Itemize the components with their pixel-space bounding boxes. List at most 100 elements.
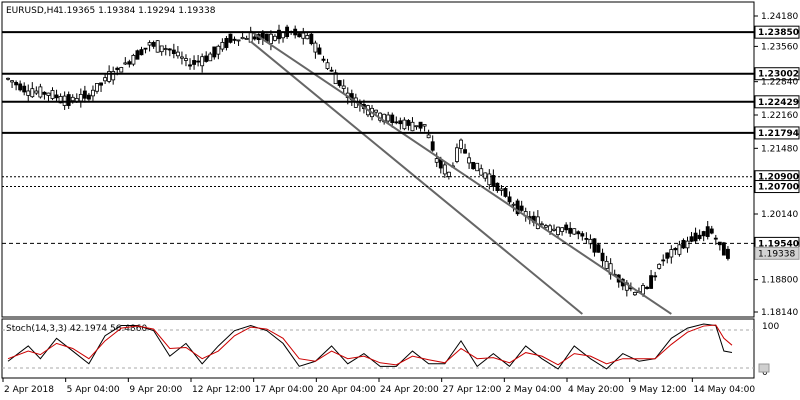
candle-body — [50, 90, 55, 99]
candle-body — [107, 71, 112, 82]
level-box-0 — [754, 25, 800, 39]
candle-body — [592, 238, 597, 253]
level-label-5: 1.20700 — [758, 183, 799, 193]
price-tick-label-6: 1.18800 — [761, 276, 798, 286]
candle-body — [657, 263, 662, 269]
candle-body — [208, 53, 213, 62]
time-tick-label-6: 24 Apr 20:00 — [380, 385, 439, 395]
candle-body — [313, 42, 318, 53]
time-tick-label-2: 9 Apr 20:00 — [129, 385, 182, 395]
candle-body — [446, 171, 451, 177]
candle-body — [430, 141, 435, 151]
candle-body — [159, 45, 164, 53]
candle-body — [200, 56, 205, 67]
channel-upper-line — [250, 30, 672, 315]
candle-body — [491, 175, 496, 187]
stochastic-label: Stoch(14,3,3) 42.1974 56.4860 — [6, 324, 147, 334]
stochastic-scale-marker — [758, 363, 770, 373]
candle-body — [171, 49, 176, 55]
candle-body — [560, 227, 565, 232]
time-tick-label-10: 9 May 12:00 — [631, 385, 687, 395]
candle-body — [689, 236, 694, 242]
candle-body — [398, 120, 403, 125]
time-tick-label-4: 17 Apr 04:00 — [255, 385, 314, 395]
candle-body — [179, 56, 184, 59]
stochastic-pane: Stoch(14,3,3) 42.1974 56.4860 100 0 — [1, 318, 779, 379]
candle-body — [673, 248, 678, 251]
candle-body — [406, 120, 411, 126]
candle-body — [91, 89, 95, 97]
candle-body — [244, 38, 249, 40]
candle-body — [479, 168, 484, 176]
candle-body — [6, 77, 10, 80]
candle-body — [192, 60, 197, 65]
level-label-0: 1.23850 — [758, 28, 799, 38]
time-tick-label-0: 2 Apr 2018 — [4, 385, 54, 395]
candle-body — [584, 238, 589, 240]
candle-body — [645, 286, 649, 289]
candle-body — [483, 172, 488, 179]
level-box-5 — [754, 180, 800, 194]
candle-body — [147, 42, 152, 46]
candle-body — [539, 223, 544, 226]
candle-body — [175, 51, 180, 57]
candle-body — [18, 83, 23, 91]
level-label-4: 1.20900 — [758, 173, 799, 183]
candle-body — [641, 285, 645, 295]
candle-body — [135, 50, 140, 60]
level-box-2 — [754, 95, 800, 109]
time-tick-label-9: 4 May 20:00 — [568, 385, 624, 395]
time-tick-label-8: 2 May 04:00 — [505, 385, 561, 395]
time-tick-label-7: 27 Apr 12:00 — [443, 385, 502, 395]
candle-body — [58, 96, 63, 104]
candle-body — [390, 114, 395, 123]
candle-body — [248, 32, 253, 43]
horizontal-levels: 1.23850 1.23002 1.22429 1.21794 1.209001.207… — [2, 25, 800, 260]
candle-body — [394, 121, 399, 124]
candle-body — [576, 231, 581, 235]
candle-body — [212, 46, 217, 58]
candle-body — [434, 158, 439, 163]
candle-body — [167, 48, 172, 51]
candle-body — [507, 196, 512, 203]
level-label-3: 1.21794 — [758, 129, 799, 139]
stochastic-pane-frame — [1, 318, 755, 379]
candle-body — [151, 42, 156, 47]
candle-body — [188, 64, 192, 67]
candle-body — [163, 48, 168, 50]
stochastic-main-line — [7, 323, 733, 370]
candle-body — [556, 226, 561, 235]
candle-body — [386, 114, 391, 122]
candle-body — [297, 33, 302, 38]
time-axis: 2 Apr 2018 5 Apr 04:00 9 Apr 20:00 12 Apr 1… — [2, 378, 755, 395]
candle-body — [414, 125, 419, 128]
current-price-label: 1.19338 — [758, 249, 795, 259]
price-tick-label-3: 1.22160 — [761, 111, 798, 121]
level-box-1 — [754, 67, 800, 81]
candle-body — [139, 49, 144, 56]
candle-body — [155, 40, 160, 53]
candle-body — [568, 227, 573, 234]
price-tick-label-4: 1.21480 — [761, 144, 798, 154]
candle-body — [410, 121, 415, 132]
candle-body — [143, 47, 148, 50]
candle-body — [10, 80, 15, 83]
candle-body — [66, 94, 71, 106]
candle-body — [216, 45, 221, 55]
candle-body — [677, 244, 682, 255]
stochastic-signal-line — [7, 324, 733, 366]
candle-body — [127, 61, 132, 65]
candle-body — [503, 188, 508, 197]
candle-body — [374, 109, 379, 113]
candle-body — [301, 32, 306, 39]
stochastic-scale-100: 100 — [762, 322, 779, 332]
candle-body — [131, 55, 136, 65]
candle-body — [309, 33, 314, 45]
candle-body — [26, 90, 31, 96]
candle-body — [115, 67, 120, 70]
level-box-3 — [754, 126, 800, 140]
candle-body — [511, 203, 516, 206]
candle-body — [196, 60, 201, 63]
price-pane-frame — [1, 1, 755, 318]
candle-body — [236, 39, 241, 42]
